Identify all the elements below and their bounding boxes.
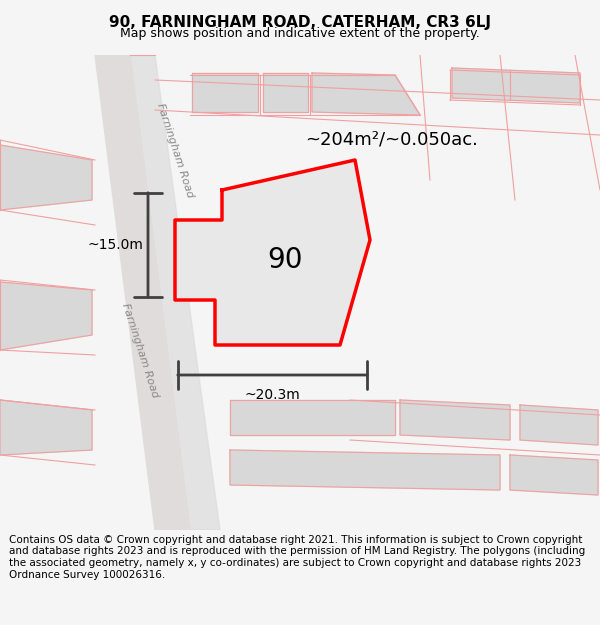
Polygon shape [130, 55, 220, 530]
Text: ~15.0m: ~15.0m [87, 238, 143, 252]
Polygon shape [452, 68, 580, 103]
Polygon shape [520, 405, 598, 445]
Text: ~20.3m: ~20.3m [244, 388, 300, 402]
Polygon shape [0, 400, 92, 455]
Polygon shape [0, 145, 92, 210]
Text: Farningham Road: Farningham Road [120, 301, 160, 399]
Text: Farningham Road: Farningham Road [155, 101, 195, 199]
Polygon shape [95, 55, 190, 530]
Text: 90: 90 [267, 246, 303, 274]
Text: Contains OS data © Crown copyright and database right 2021. This information is : Contains OS data © Crown copyright and d… [9, 535, 585, 579]
Polygon shape [192, 73, 258, 112]
Polygon shape [263, 73, 308, 112]
Polygon shape [230, 450, 500, 490]
Polygon shape [175, 160, 370, 345]
Polygon shape [312, 73, 420, 115]
Polygon shape [0, 282, 92, 350]
Polygon shape [510, 455, 598, 495]
Text: 90, FARNINGHAM ROAD, CATERHAM, CR3 6LJ: 90, FARNINGHAM ROAD, CATERHAM, CR3 6LJ [109, 16, 491, 31]
Text: ~204m²/~0.050ac.: ~204m²/~0.050ac. [305, 131, 478, 149]
Polygon shape [400, 400, 510, 440]
Polygon shape [230, 400, 395, 435]
Text: Map shows position and indicative extent of the property.: Map shows position and indicative extent… [120, 27, 480, 39]
